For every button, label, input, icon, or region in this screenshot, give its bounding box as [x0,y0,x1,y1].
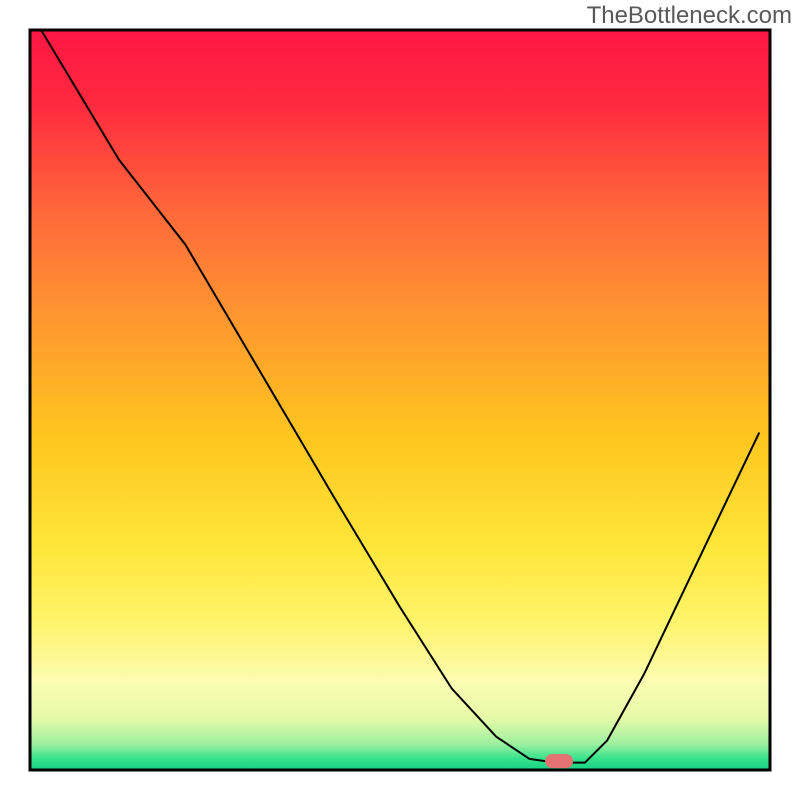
bottleneck-chart [0,0,800,800]
chart-container: TheBottleneck.com [0,0,800,800]
plot-background [30,30,770,770]
watermark-text: TheBottleneck.com [587,2,792,30]
optimal-marker [545,754,573,768]
